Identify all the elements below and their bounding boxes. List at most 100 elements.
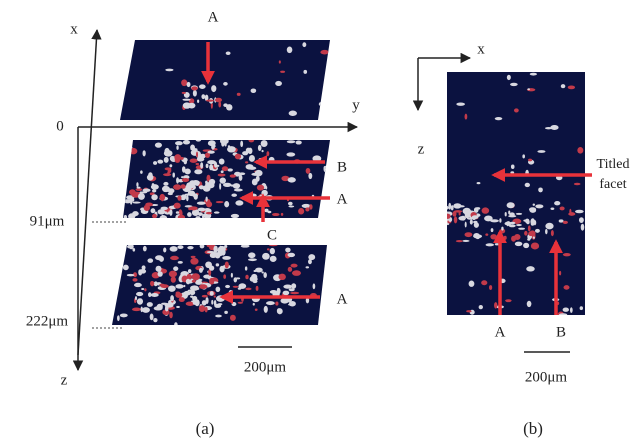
speckle <box>124 199 131 203</box>
speckle <box>261 190 267 196</box>
axis-label: z <box>61 372 68 388</box>
speckle <box>159 272 161 275</box>
speckle <box>526 266 535 271</box>
speckle <box>205 307 208 313</box>
speckle <box>177 195 181 200</box>
speckle <box>456 103 465 106</box>
speckle <box>214 300 217 306</box>
speckle <box>452 211 456 217</box>
speckle <box>538 187 543 192</box>
speckle <box>224 311 228 314</box>
speckle <box>169 209 172 216</box>
speckle <box>240 141 243 147</box>
speckle <box>533 236 535 239</box>
figure: x y z 0 91μm 222μm A B A C A 200μm (a) x… <box>0 0 644 441</box>
label: B <box>337 159 347 175</box>
speckle <box>132 308 141 312</box>
speckle <box>147 302 153 307</box>
speckle <box>143 189 151 193</box>
speckle <box>169 271 177 278</box>
speckle <box>272 213 280 216</box>
speckle <box>443 206 446 209</box>
speckle <box>443 210 448 212</box>
speckle <box>223 274 226 279</box>
speckle <box>267 211 271 213</box>
speckle <box>457 205 465 207</box>
speckle <box>568 86 575 90</box>
speckle <box>222 256 231 260</box>
speckle <box>472 215 479 219</box>
speckle <box>296 141 302 145</box>
scale-label: 200μm <box>244 359 287 375</box>
speckle <box>465 232 473 237</box>
speckle <box>495 117 502 120</box>
speckle <box>241 245 250 248</box>
speckle <box>289 288 295 291</box>
speckle <box>444 214 450 219</box>
speckle <box>163 248 166 253</box>
speckle <box>173 266 178 271</box>
speckle <box>475 234 480 239</box>
speckle <box>194 169 202 174</box>
speckle <box>313 283 316 289</box>
speckle <box>554 201 560 205</box>
speckle <box>245 161 248 163</box>
speckle <box>155 142 162 147</box>
speckle <box>308 259 312 264</box>
speckle <box>175 141 183 145</box>
speckle <box>150 281 154 286</box>
speckle <box>156 266 162 272</box>
speckle <box>132 211 139 216</box>
speckle <box>206 164 209 168</box>
speckle <box>485 233 488 236</box>
caption: (b) <box>523 419 543 438</box>
speckle <box>209 278 214 285</box>
speckle <box>281 213 284 216</box>
speckle <box>200 162 203 168</box>
speckle <box>151 208 156 213</box>
speckle <box>579 217 584 223</box>
speckle <box>482 207 490 213</box>
speckle <box>227 146 236 152</box>
speckle <box>438 224 445 227</box>
speckle <box>167 210 169 213</box>
speckle <box>523 243 529 248</box>
speckle <box>196 163 200 165</box>
speckle <box>510 83 518 86</box>
speckle <box>216 263 219 266</box>
speckle <box>187 246 193 249</box>
scale-label: 200μm <box>525 369 568 385</box>
speckle <box>232 302 237 306</box>
speckle <box>163 173 171 176</box>
speckle <box>176 306 180 308</box>
speckle <box>181 194 186 199</box>
speckle <box>235 200 243 205</box>
speckle <box>165 303 174 308</box>
speckle <box>253 303 255 306</box>
speckle <box>255 308 258 310</box>
speckle <box>182 99 190 101</box>
speckle <box>250 277 255 282</box>
speckle <box>137 298 143 304</box>
speckle <box>278 274 285 280</box>
speckle <box>277 288 281 294</box>
speckle <box>248 258 257 261</box>
speckle <box>249 155 255 162</box>
speckle <box>225 261 229 268</box>
speckle <box>168 285 176 291</box>
speckle <box>136 182 138 187</box>
speckle <box>490 234 497 239</box>
speckle <box>501 227 503 231</box>
speckle <box>508 211 510 215</box>
speckle <box>533 204 535 206</box>
speckle <box>220 177 226 183</box>
speckle <box>191 300 199 302</box>
speckle <box>308 173 312 179</box>
speckle <box>174 322 178 327</box>
speckle <box>491 228 494 232</box>
speckle <box>209 164 213 170</box>
speckle <box>528 225 531 231</box>
speckle <box>218 101 221 107</box>
origin-label: 0 <box>56 118 64 134</box>
speckle <box>208 140 216 146</box>
